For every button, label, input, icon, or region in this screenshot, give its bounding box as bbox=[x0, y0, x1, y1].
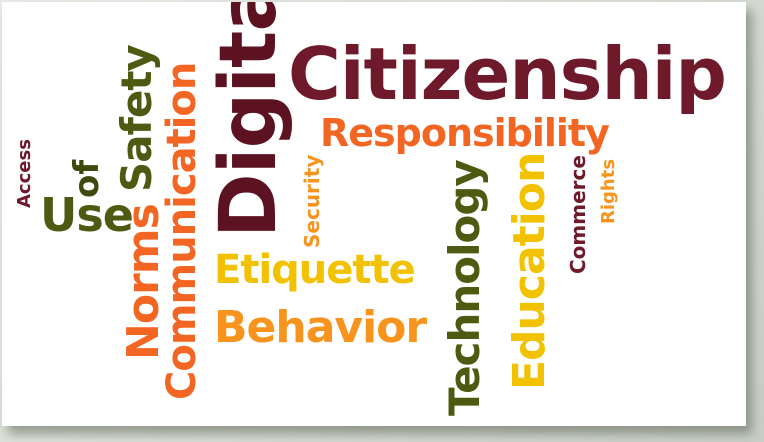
word-behavior: Behavior bbox=[214, 302, 427, 353]
word-cloud-card: Citizenship Responsibility Digital Commu… bbox=[2, 2, 746, 426]
word-rights: Rights bbox=[598, 158, 619, 224]
word-commerce: Commerce bbox=[566, 155, 590, 274]
word-security: Security bbox=[300, 154, 324, 248]
word-safety: Safety bbox=[112, 45, 161, 192]
word-technology: Technology bbox=[440, 160, 489, 416]
word-use: Use bbox=[40, 188, 134, 242]
word-norms: Norms bbox=[118, 204, 169, 360]
word-citizenship: Citizenship bbox=[288, 32, 727, 116]
word-digital: Digital bbox=[204, 2, 294, 238]
word-education: Education bbox=[504, 152, 555, 390]
word-access: Access bbox=[14, 139, 35, 208]
word-etiquette: Etiquette bbox=[214, 247, 416, 293]
word-responsibility: Responsibility bbox=[320, 111, 610, 155]
